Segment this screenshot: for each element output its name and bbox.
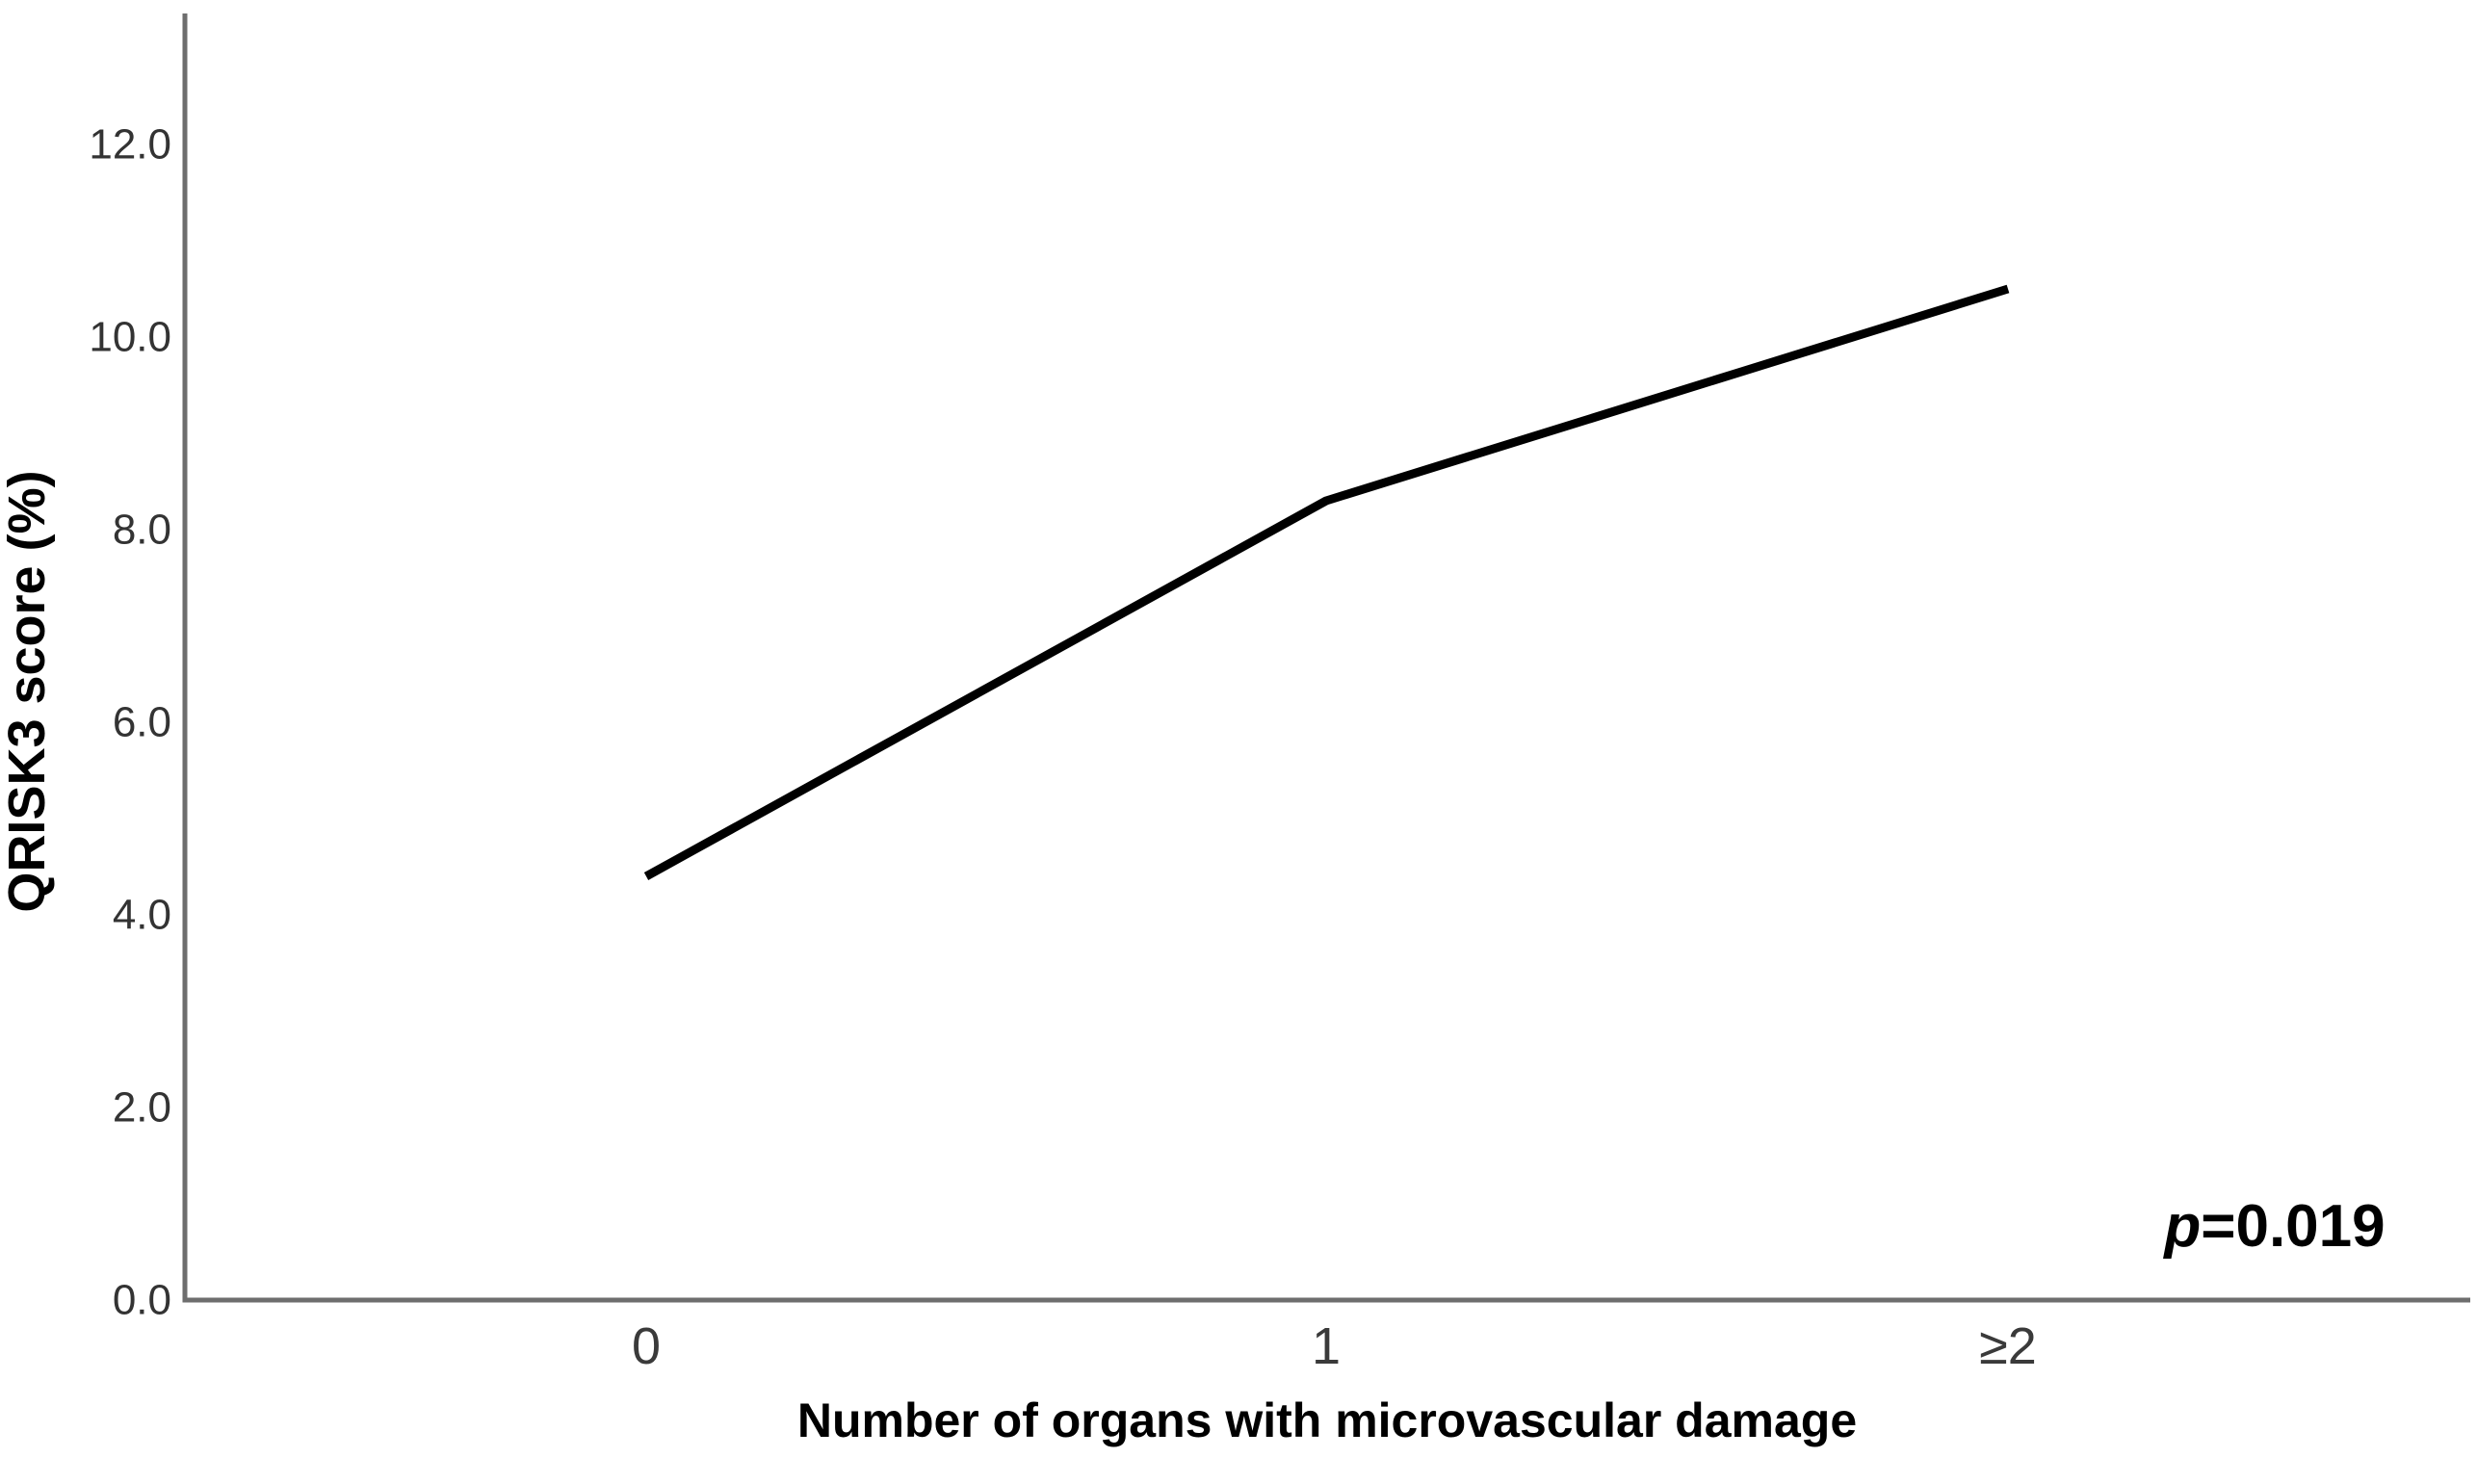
x-axis-title: Number of organs with microvascular dama… <box>797 1393 1857 1447</box>
p-value-annotation: p=0.019 <box>2162 1193 2385 1260</box>
p-annotation-italic-p: p <box>2162 1193 2201 1260</box>
x-tick-label: 1 <box>1312 1317 1341 1375</box>
y-tick-labels: 0.0 2.0 4.0 6.0 8.0 10.0 12.0 <box>89 121 171 1324</box>
y-tick-label: 10.0 <box>89 314 171 361</box>
y-tick-label: 8.0 <box>113 507 171 554</box>
x-tick-label: ≥2 <box>1979 1317 2037 1375</box>
x-tick-labels: 0 1 ≥2 <box>632 1317 2037 1375</box>
y-axis-title: QRISK3 score (%) <box>0 470 56 912</box>
p-annotation-value: =0.019 <box>2201 1193 2385 1260</box>
y-tick-label: 2.0 <box>113 1084 171 1132</box>
y-tick-label: 6.0 <box>113 699 171 746</box>
y-tick-label: 0.0 <box>113 1277 171 1324</box>
y-tick-label: 4.0 <box>113 892 171 939</box>
y-tick-label: 12.0 <box>89 121 171 169</box>
qrisk3-score-line <box>643 284 2010 880</box>
x-tick-label: 0 <box>632 1317 661 1375</box>
